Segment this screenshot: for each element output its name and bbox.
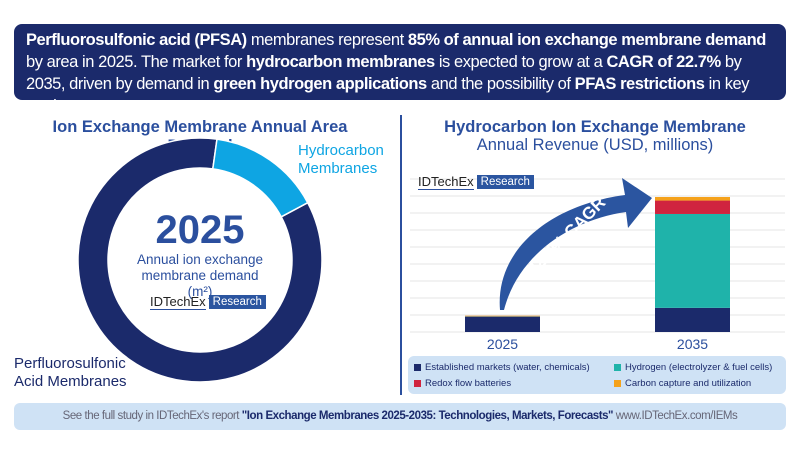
donut-slice-0 — [77, 137, 323, 383]
legend-swatch — [414, 364, 421, 371]
label-hydrocarbon: Hydrocarbon Membranes — [298, 142, 384, 177]
report-title: "Ion Exchange Membranes 2025-2035: Techn… — [241, 410, 614, 422]
t: by 2035, driven by demand in — [26, 53, 742, 93]
bar-2025-1 — [465, 316, 540, 317]
idtechex-logo-2: IDTechEx Research — [418, 174, 534, 190]
donut-center-year: 2025 — [155, 208, 245, 252]
summary-banner: Perfluorosulfonic acid (PFSA) membranes … — [14, 24, 786, 100]
logo-tag: Research — [208, 295, 266, 309]
bar-2025-0 — [465, 316, 540, 332]
t: membranes represent — [246, 31, 408, 49]
legend: Established markets (water, chemicals) Hy… — [408, 356, 786, 394]
hl: PFAS restrictions — [574, 75, 705, 93]
legend-swatch — [614, 380, 621, 387]
footer-text: See the full study in IDTechEx's report — [62, 410, 242, 422]
label-pfsa: Perfluorosulfonic Acid Membranes — [14, 355, 127, 390]
bar-2035-1 — [655, 213, 730, 308]
logo-tag: Research — [476, 175, 534, 189]
logo-name: IDTechEx — [418, 174, 474, 190]
donut-center-label: Annual ion exchange membrane demand (m²) — [136, 252, 264, 299]
legend-swatch — [414, 380, 421, 387]
bar-subtitle: Annual Revenue (USD, millions) — [476, 136, 714, 154]
donut-chart — [77, 137, 323, 383]
legend-label: Established markets (water, chemicals) — [425, 362, 590, 373]
t: is expected to grow at a — [434, 53, 607, 71]
hl: green hydrogen applications — [213, 75, 427, 93]
legend-item: Hydrogen (electrolyzer & fuel cells) — [614, 362, 772, 373]
hl: hydrocarbon membranes — [246, 53, 435, 71]
x-tick-label: 2035 — [677, 336, 708, 352]
t: in key markets. — [26, 75, 750, 100]
legend-label: Carbon capture and utilization — [625, 378, 752, 389]
footer-url[interactable]: www.IDTechEx.com/IEMs — [613, 410, 738, 422]
bar-title: Hydrocarbon Ion Exchange Membrane — [444, 118, 746, 136]
hl: Perfluorosulfonic acid (PFSA) — [26, 31, 247, 49]
bar-2025-3 — [465, 315, 540, 317]
logo-name: IDTechEx — [150, 294, 206, 310]
hl: 85% of annual ion exchange membrane dema… — [407, 31, 766, 49]
legend-label: Hydrogen (electrolyzer & fuel cells) — [625, 362, 773, 373]
legend-swatch — [614, 364, 621, 371]
bar-2035-0 — [655, 307, 730, 332]
x-tick-label: 2025 — [487, 336, 518, 352]
hl: CAGR of 22.7% — [606, 53, 721, 71]
t: and the possibility of — [426, 75, 575, 93]
divider — [400, 115, 402, 395]
bar-2035-3 — [655, 196, 730, 201]
donut-slice-1 — [211, 138, 309, 218]
bar-2035-2 — [655, 200, 730, 214]
legend-item: Established markets (water, chemicals) — [414, 362, 590, 373]
footer[interactable]: See the full study in IDTechEx's report … — [14, 403, 786, 430]
legend-item: Redox flow batteries — [414, 378, 511, 389]
legend-item: Carbon capture and utilization — [614, 378, 751, 389]
idtechex-logo: IDTechEx Research — [150, 294, 266, 310]
legend-label: Redox flow batteries — [425, 378, 512, 389]
cagr-arrow — [499, 178, 652, 310]
t: by area in 2025. The market for — [26, 53, 247, 71]
